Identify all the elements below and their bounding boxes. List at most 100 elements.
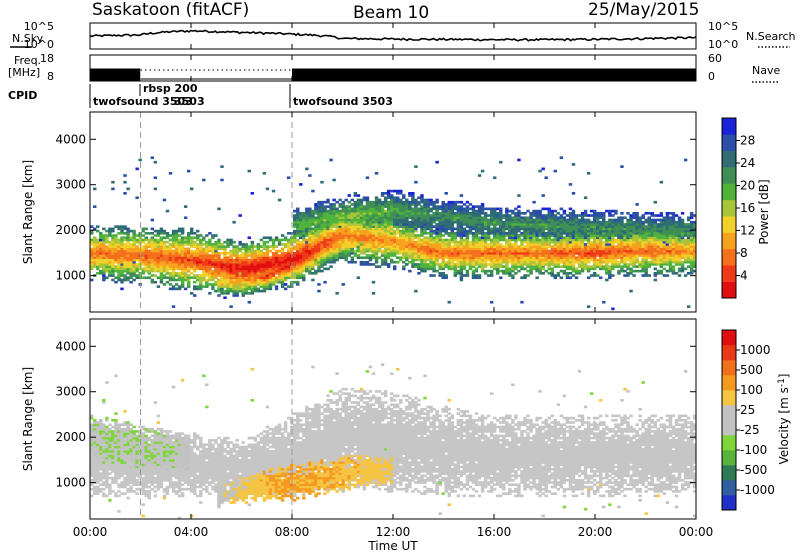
range-cell: [623, 232, 627, 235]
range-cell: [111, 243, 115, 246]
range-cell: [602, 212, 606, 215]
range-cell: [159, 263, 164, 266]
range-cell: [668, 225, 673, 228]
range-cell: [250, 267, 255, 271]
range-cell: [505, 214, 509, 217]
range-cell: [565, 254, 570, 257]
range-cell: [383, 245, 388, 248]
range-cell: [305, 245, 309, 248]
range-cell: [356, 218, 361, 222]
range-cell: [147, 252, 151, 255]
range-cell: [435, 212, 439, 215]
range-cell: [571, 254, 576, 257]
range-cell: [383, 196, 388, 200]
range-cell: [217, 265, 221, 268]
range-cell: [256, 287, 261, 291]
range-cell: [153, 254, 158, 257]
range-cell: [205, 240, 209, 244]
range-cell: [208, 260, 212, 264]
range-cell: [456, 214, 461, 217]
range-cell: [150, 278, 155, 282]
range-cell: [396, 243, 400, 246]
range-cell: [383, 243, 388, 246]
range-cell: [111, 258, 115, 262]
range-cell: [99, 234, 103, 237]
range-cell: [589, 254, 594, 257]
range-cell: [644, 272, 648, 275]
range-cell: [408, 249, 412, 253]
range-cell: [371, 292, 376, 295]
range-cell: [386, 249, 391, 253]
range-cell: [174, 232, 179, 235]
range-cell: [180, 232, 185, 235]
range-cell: [426, 240, 430, 244]
range-cell: [280, 258, 285, 262]
range-cell: [229, 263, 233, 266]
range-cell: [444, 247, 448, 251]
range-cell: [402, 203, 406, 206]
range-cell: [171, 272, 176, 275]
range-cell: [456, 272, 461, 275]
range-cell: [614, 234, 618, 237]
range-cell: [456, 258, 461, 262]
range-cell: [399, 207, 403, 211]
range-cell: [596, 212, 600, 215]
range-cell: [635, 238, 639, 242]
range-cell: [474, 227, 479, 231]
range-cell: [568, 260, 573, 264]
range-cell: [474, 254, 479, 257]
range-cell: [102, 265, 106, 268]
range-cell: [117, 260, 121, 264]
range-cell: [302, 278, 306, 282]
range-cell: [499, 258, 503, 262]
range-cell: [480, 220, 485, 224]
range-cell: [653, 263, 658, 266]
range-cell: [471, 258, 476, 262]
range-cell: [502, 238, 506, 242]
range-cell: [293, 247, 297, 251]
range-cell: [359, 238, 364, 242]
range-cell: [362, 252, 367, 255]
range-cell: [665, 274, 670, 277]
range-cell: [326, 254, 330, 257]
range-cell: [529, 258, 533, 262]
range-cell: [232, 240, 236, 244]
range-cell: [602, 300, 606, 304]
range-cell: [293, 240, 297, 244]
range-cell: [538, 252, 542, 255]
range-cell: [168, 258, 173, 262]
range-cell: [583, 212, 588, 215]
range-cell: [574, 234, 579, 237]
range-cell: [405, 240, 409, 244]
range-cell: [105, 234, 109, 237]
range-cell: [165, 263, 170, 266]
range-cell: [338, 234, 342, 237]
range-cell: [474, 274, 479, 277]
range-cell: [344, 238, 348, 242]
range-cell: [280, 280, 285, 284]
range-cell: [389, 223, 394, 226]
range-cell: [347, 200, 351, 204]
range-cell: [499, 245, 503, 248]
range-cell: [317, 254, 321, 257]
range-cell: [265, 249, 270, 253]
range-cell: [647, 234, 651, 237]
range-cell: [583, 252, 588, 255]
range-cell: [183, 276, 188, 280]
range-cell: [265, 258, 270, 262]
range-cell: [386, 205, 391, 208]
range-cell: [377, 249, 382, 253]
range-cell: [462, 214, 467, 217]
range-cell: [153, 280, 158, 284]
range-cell: [305, 263, 309, 266]
range-cell: [314, 234, 318, 237]
range-cell: [526, 234, 530, 237]
range-cell: [565, 218, 570, 222]
range-cell: [483, 256, 488, 260]
range-cell: [596, 247, 600, 251]
range-cell: [129, 245, 133, 248]
range-cell: [238, 256, 242, 260]
range-cell: [162, 276, 167, 280]
range-cell: [335, 225, 339, 228]
range-cell: [399, 252, 403, 255]
